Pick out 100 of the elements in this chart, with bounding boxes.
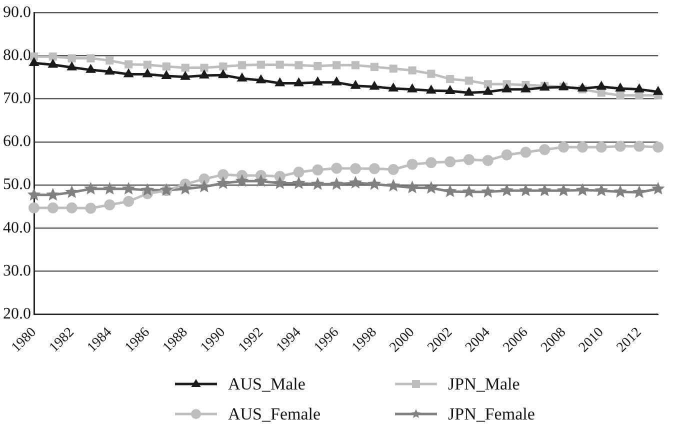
point [368,177,382,190]
point [597,88,606,97]
point [652,142,664,153]
point [370,81,380,90]
point [615,82,626,92]
y-tick-label: 40.0 [3,219,31,236]
point [216,176,230,189]
point [332,76,342,86]
y-tick-label: 20.0 [3,306,31,323]
point [634,84,644,92]
point [162,62,170,71]
point [143,60,152,69]
point [427,70,436,78]
point [632,185,646,198]
point [406,180,419,194]
point [653,86,663,95]
point [538,184,552,196]
point [464,87,474,96]
point [351,61,360,70]
point [331,162,342,174]
point [463,154,474,166]
point [178,182,192,195]
point [651,182,665,195]
point [256,74,266,84]
point [386,178,400,192]
point [368,163,380,174]
point [84,182,98,195]
point [406,158,418,170]
point [273,176,287,189]
point [124,60,133,68]
point [616,91,624,100]
point [556,184,570,196]
point [28,202,40,214]
point [294,78,304,86]
point [254,174,268,187]
point [443,184,457,198]
point [218,70,228,78]
y-tick-label: 60.0 [3,133,31,150]
point [634,140,645,152]
point [65,185,78,198]
point [123,196,134,207]
point [140,183,154,196]
point [311,177,324,190]
point [312,164,324,176]
point [124,68,134,78]
point [85,202,96,214]
point [502,84,512,92]
point [314,62,322,70]
point [539,144,550,156]
point [614,184,627,198]
point [484,80,492,88]
point [48,52,57,61]
point [576,142,588,153]
point [444,156,456,168]
point [462,184,476,198]
point [86,64,96,73]
point [47,202,58,214]
point [122,182,136,195]
point [66,62,77,70]
point [596,81,606,90]
point [199,70,210,79]
point [388,82,398,92]
point [614,140,626,152]
point [180,71,190,80]
legend-label: JPN_Male [448,374,520,394]
point [481,184,495,198]
point [424,181,438,194]
point [294,61,303,70]
point [48,59,58,68]
point [445,86,455,94]
point [482,154,494,166]
point [198,173,210,184]
point [483,86,493,95]
point [86,54,95,62]
point [332,61,341,70]
point [520,84,531,92]
legend-label: AUS_Male [228,374,306,394]
point [576,183,590,196]
point [558,142,570,153]
point [142,68,152,78]
point [68,54,76,62]
point [408,66,416,74]
point [104,199,116,210]
point [292,176,306,189]
point [104,66,114,75]
point [596,142,607,153]
point [219,62,228,71]
point [350,80,360,89]
legend-label: JPN_Female [448,404,535,424]
point [389,64,398,73]
point [520,146,532,158]
point [312,76,323,86]
point [519,184,532,196]
point [407,84,418,92]
point [501,149,512,160]
point [446,74,454,84]
point [256,60,265,69]
point [102,182,116,195]
point [426,157,437,168]
point [293,166,304,178]
